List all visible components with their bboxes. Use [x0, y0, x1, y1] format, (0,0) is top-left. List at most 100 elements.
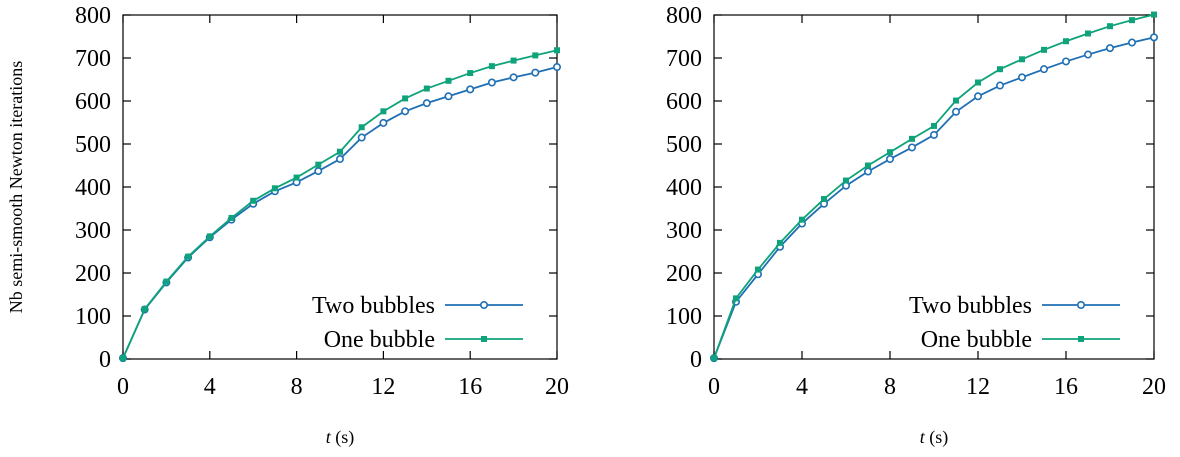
y-tick-label: 300 — [666, 218, 702, 244]
data-point — [1017, 73, 1026, 82]
data-point — [995, 81, 1004, 90]
data-point — [423, 85, 430, 92]
x-tick-label: 8 — [884, 374, 896, 400]
legend-marker — [1078, 336, 1084, 342]
y-tick-label: 700 — [666, 46, 702, 72]
data-point — [1107, 23, 1113, 30]
x-axis-label-unit: (s) — [925, 427, 949, 448]
data-point — [799, 216, 805, 223]
data-point — [777, 239, 783, 246]
legend-marker — [479, 300, 488, 309]
y-tick-label: 200 — [666, 261, 702, 287]
x-tick-label: 0 — [708, 374, 720, 400]
data-point — [975, 79, 981, 86]
x-tick-label: 0 — [117, 374, 129, 400]
legend-label: Two bubbles — [909, 293, 1032, 319]
data-point — [532, 52, 539, 59]
x-axis-label-symbol: t — [920, 427, 926, 447]
y-tick-label: 800 — [666, 3, 702, 29]
data-point — [422, 99, 431, 108]
x-tick-label: 16 — [1054, 374, 1078, 400]
x-tick-label: 20 — [545, 374, 569, 400]
y-tick-label: 0 — [690, 347, 702, 373]
data-point — [163, 278, 170, 285]
data-point — [228, 214, 235, 221]
data-point — [467, 70, 474, 77]
y-tick-label: 100 — [75, 304, 111, 330]
data-point — [380, 108, 387, 115]
data-point — [929, 130, 938, 139]
data-point — [909, 135, 915, 142]
data-point — [843, 177, 849, 184]
x-tick-label: 16 — [458, 374, 482, 400]
data-point — [510, 57, 517, 64]
data-point — [733, 295, 739, 302]
y-tick-label: 500 — [666, 132, 702, 158]
x-tick-label: 4 — [796, 374, 808, 400]
x-axis-label: t (s) — [326, 427, 355, 448]
data-point — [337, 148, 343, 155]
data-point — [444, 92, 453, 101]
data-point — [357, 133, 366, 142]
data-point — [1019, 56, 1025, 63]
data-point — [1128, 38, 1137, 47]
x-tick-label: 12 — [966, 374, 990, 400]
x-axis-label-symbol: t — [326, 427, 332, 447]
chart-left: 0 100 200 300 400 500 600 700 800 0 4 8 12 16 20 t (s) N… — [6, 3, 569, 448]
data-point — [554, 47, 560, 54]
data-point — [1041, 46, 1047, 53]
legend-marker — [1077, 300, 1086, 309]
y-tick-label: 400 — [75, 175, 111, 201]
y-tick-label: 600 — [75, 89, 111, 115]
legend-marker — [481, 336, 487, 342]
data-point — [379, 118, 388, 127]
legend-label: Two bubbles — [312, 293, 435, 319]
data-point — [250, 197, 257, 204]
data-point — [755, 266, 761, 273]
data-point — [531, 68, 540, 77]
y-tick-label: 100 — [666, 304, 702, 330]
data-point — [951, 107, 960, 116]
data-point — [358, 124, 365, 131]
data-point — [1040, 65, 1049, 74]
data-point — [953, 97, 959, 104]
data-point — [1062, 57, 1071, 66]
data-point — [865, 162, 871, 169]
data-point — [907, 143, 916, 152]
data-point — [1151, 11, 1157, 18]
y-tick-label: 800 — [75, 3, 111, 29]
y-tick-label: 600 — [666, 89, 702, 115]
x-tick-label: 4 — [204, 374, 216, 400]
data-point — [973, 92, 982, 101]
data-point — [711, 355, 717, 362]
data-point — [552, 63, 561, 72]
data-point — [887, 149, 893, 156]
data-point — [509, 73, 518, 82]
data-point — [1085, 30, 1091, 37]
data-point — [293, 174, 300, 181]
data-point — [315, 161, 322, 168]
y-tick-label: 400 — [666, 175, 702, 201]
y-tick-label: 0 — [99, 347, 111, 373]
data-point — [1106, 44, 1115, 53]
data-point — [466, 85, 475, 94]
data-point — [885, 155, 894, 164]
data-point — [863, 167, 872, 176]
legend-label: One bubble — [324, 327, 435, 353]
x-axis-label: t (s) — [920, 427, 949, 448]
x-axis-label-unit: (s) — [331, 427, 355, 448]
chart-right: 0 100 200 300 400 500 600 700 800 0 4 8 12 16 20 t (s) T… — [666, 3, 1166, 448]
y-tick-label: 300 — [75, 218, 111, 244]
data-point — [821, 196, 827, 203]
data-point — [1150, 33, 1159, 42]
legend-label: One bubble — [921, 327, 1032, 353]
data-point — [445, 77, 452, 84]
y-tick-label: 200 — [75, 261, 111, 287]
data-point — [185, 253, 192, 260]
data-point — [402, 95, 409, 102]
y-axis-label: Nb semi-smooth Newton iterations — [6, 61, 26, 313]
data-point — [120, 355, 126, 362]
data-point — [1063, 38, 1069, 45]
data-point — [314, 167, 323, 176]
